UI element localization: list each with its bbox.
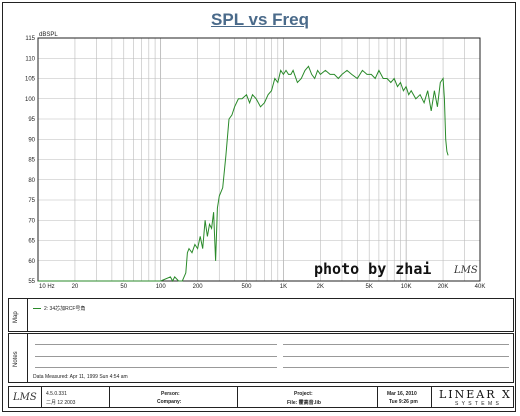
x-tick-label: 1K [280,284,287,290]
notes-line [35,367,277,368]
x-tick-label: 500 [241,284,252,290]
linearx-sub: S Y S T E M S [455,401,500,407]
file-label: File: 霍高音.lib [287,400,321,406]
x-tick-label: 50 [120,284,127,290]
x-tick-label: 10K [401,284,412,290]
plot-border [37,37,481,282]
footer-date: Mar 16, 2010 [387,391,417,397]
y-tick-label: 75 [28,198,35,204]
notes-label: Notes [13,351,19,367]
x-tick-label: 20 [72,284,79,290]
data-measured: Data Measured: Apr 11, 1999 Sun 4:54 am [33,374,128,380]
y-tick-labels: 115 110 105 100 95 90 85 80 75 70 65 60 55 [25,36,36,285]
y-tick-label: 55 [28,279,35,285]
x-tick-label: 10 Hz [39,284,55,290]
y-tick-label: 95 [28,117,35,123]
x-tick-label: 20K [438,284,449,290]
map-panel: Map 2: 34芯加RCF号角 [8,298,514,332]
x-tick-label: 2K [317,284,324,290]
notes-line [283,367,509,368]
notes-line [283,344,509,345]
chart-title: SPL vs Freq [211,10,309,29]
series-line-spl [38,65,449,283]
legend-entry: 2: 34芯加RCF号角 [44,306,86,312]
project-label: Project: [294,391,313,397]
footer-lms-logo: LMS [13,392,37,403]
footer-time: Tue 9:26 pm [389,399,418,405]
map-label: Map [13,311,19,323]
notes-line [35,344,277,345]
y-tick-label: 100 [25,97,36,103]
watermark-text: photo by zhai [314,260,432,278]
linearx-logo: LINEAR X [439,388,512,401]
x-tick-label: 5K [366,284,373,290]
y-tick-label: 105 [25,77,36,83]
y-tick-label: 65 [28,239,35,245]
person-label: Person: [161,391,180,397]
notes-line [283,356,509,357]
version: 4.5.0.331 [46,391,67,397]
y-tick-label: 60 [28,259,35,265]
y-tick-label: 115 [25,36,35,42]
notes-panel: Notes Data Measured: Apr 11, 1999 Sun 4:… [8,333,514,383]
x-tick-label: 100 [156,284,167,290]
x-tick-labels: 10 Hz 20 50 100 200 500 1K 2K 5K 10K 20K 40K [39,284,485,290]
x-tick-label: 200 [193,284,204,290]
y-tick-label: 80 [28,178,35,184]
y-tick-label: 90 [28,137,35,143]
y-axis-label: dBSPL [39,32,58,38]
spl-chart: 115 110 105 100 95 90 85 80 75 70 65 60 55 10 Hz 20 50… [25,32,485,290]
y-tick-label: 110 [25,56,35,62]
x-tick-label: 40K [475,284,486,290]
chart-grid [37,37,481,282]
y-tick-label: 70 [28,218,35,224]
lms-logo-small: LMS [454,265,478,276]
footer-bar: LMS 4.5.0.331 二月 12 2003 Person: Company… [8,386,514,408]
notes-line [35,356,277,357]
legend-swatch [33,308,41,309]
company-label: Company: [157,399,182,405]
y-tick-label: 85 [28,158,35,164]
version-date: 二月 12 2003 [46,400,76,406]
